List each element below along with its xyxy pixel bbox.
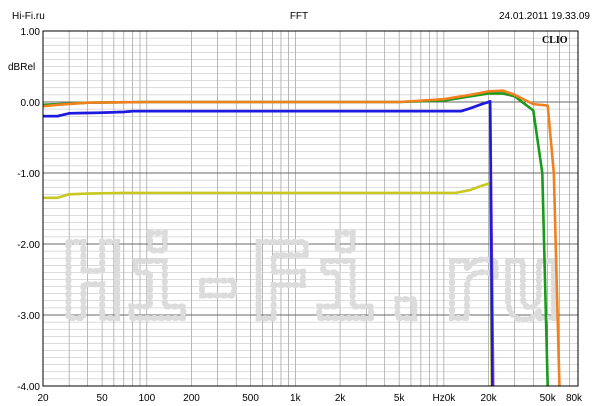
x-tick-labels: 20 50 100 200 500 1k 2k 5k Hz0k 20k 50k 80k	[37, 393, 583, 404]
x-tick-label: 80k	[566, 393, 583, 404]
x-tick-label: 20	[37, 393, 49, 404]
y-tick-labels: 1.00 0.00 -1.00 -2.00 -3.00 -4.00	[17, 27, 40, 393]
series-line-1	[43, 181, 494, 387]
header-left: Hi-Fi.ru	[12, 11, 45, 22]
x-tick-label: Hz0k	[433, 393, 457, 404]
x-tick-label: 2k	[335, 393, 347, 404]
y-axis-label: dBRel	[8, 62, 35, 73]
header-title: FFT	[290, 11, 308, 22]
series-line-5	[42, 89, 561, 387]
x-tick-label: 5k	[394, 393, 406, 404]
x-tick-label: 1k	[290, 393, 302, 404]
x-tick-label: 20k	[481, 393, 498, 404]
grid	[43, 31, 578, 386]
x-tick-label: 200	[183, 393, 200, 404]
header-timestamp: 24.01.2011 19.33.09	[499, 11, 590, 22]
y-tick-label: -2.00	[17, 240, 40, 251]
y-tick-label: -3.00	[17, 311, 40, 322]
plot-frame	[42, 30, 579, 387]
x-tick-label: 50k	[540, 393, 557, 404]
y-tick-label: -4.00	[17, 382, 40, 393]
x-tick-label: 500	[242, 393, 259, 404]
x-tick-label: 100	[138, 393, 155, 404]
series-group	[42, 89, 561, 387]
y-tick-label: 0.00	[21, 98, 41, 109]
clio-badge: CLIO	[542, 35, 568, 46]
y-tick-label: -1.00	[17, 169, 40, 180]
x-tick-label: 50	[97, 393, 109, 404]
series-line-3	[43, 99, 494, 387]
y-tick-label: 1.00	[21, 27, 41, 38]
watermark: Hi-Fi.ru	[62, 221, 563, 343]
